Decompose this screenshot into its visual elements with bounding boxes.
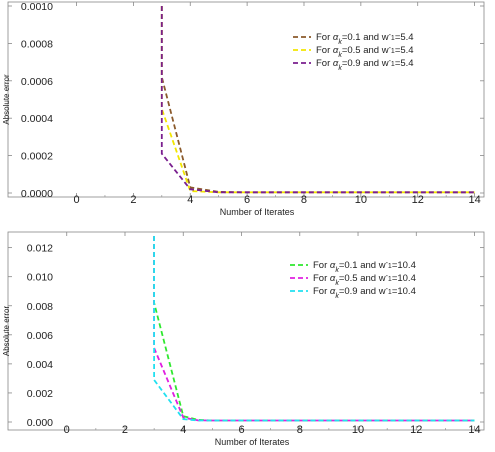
y-tick-label: 0.0008 <box>21 38 53 50</box>
x-tick-label: 10 <box>352 424 364 436</box>
chart-top: 0 2 4 6 8 10 12 14 0.0000 0.0002 0.0004 0.0006 0.000… <box>2 1 485 217</box>
x-tick-label: 12 <box>412 194 424 206</box>
x-tick-label: 0 <box>64 424 70 436</box>
x-tick-label: 14 <box>468 424 480 436</box>
y-tick-label: 0.0004 <box>21 113 53 125</box>
x-tick-label: 2 <box>122 424 128 436</box>
legend-entry: For αk=0.5 and w-1=10.4 <box>313 273 416 287</box>
x-tick-label: 8 <box>297 424 303 436</box>
x-tick-label: 0 <box>73 194 79 206</box>
legend-entry: For αk=0.1 and w-1=5.4 <box>316 32 414 46</box>
x-tick-label: 6 <box>244 194 250 206</box>
plot-frame <box>7 231 485 431</box>
y-tick-label: 0.010 <box>27 272 53 284</box>
x-tick-label: 4 <box>180 424 186 436</box>
legend-entry: For αk=0.1 and w-1=10.4 <box>313 260 416 274</box>
y-tick-label: 0.002 <box>27 388 53 400</box>
x-tick-label: 12 <box>410 424 422 436</box>
legend-entry: For αk=0.9 and w-1=10.4 <box>313 286 416 300</box>
series-line-3 <box>160 6 475 194</box>
series-line-2 <box>160 6 475 194</box>
x-tick-label: 2 <box>130 194 136 206</box>
y-axis-label: Absolute error <box>2 74 11 125</box>
x-tick-label: 6 <box>238 424 244 436</box>
y-tick-label: 0.0000 <box>21 188 53 200</box>
y-tick-label: 0.000 <box>27 417 53 429</box>
y-tick-label: 0.006 <box>27 330 53 342</box>
x-tick-label: 8 <box>301 194 307 206</box>
y-tick-label: 0.0006 <box>21 76 53 88</box>
chart-bottom: 0 2 4 6 8 10 12 14 0.000 0.002 0.004 0.006 0.008 0.01… <box>2 231 485 447</box>
x-tick-label: 4 <box>187 194 193 206</box>
y-tick-label: 0.008 <box>27 301 53 313</box>
legend-entry: For αk=0.9 and w-1=5.4 <box>316 58 414 72</box>
y-tick-label: 0.012 <box>27 243 53 255</box>
x-axis-label: Number of Iterates <box>215 437 290 447</box>
y-axis-label: Absolute error <box>2 306 11 357</box>
x-tick-label: 14 <box>468 194 480 206</box>
y-tick-label: 0.0002 <box>21 151 53 163</box>
x-axis-label: Number of Iterates <box>220 207 295 217</box>
y-tick-label: 0.0010 <box>21 1 53 13</box>
y-tick-label: 0.004 <box>27 359 53 371</box>
x-tick-label: 10 <box>355 194 367 206</box>
series-line-3 <box>153 236 475 422</box>
legend-entry: For αk=0.5 and w-1=5.4 <box>316 45 414 59</box>
plot-frame <box>7 1 485 198</box>
